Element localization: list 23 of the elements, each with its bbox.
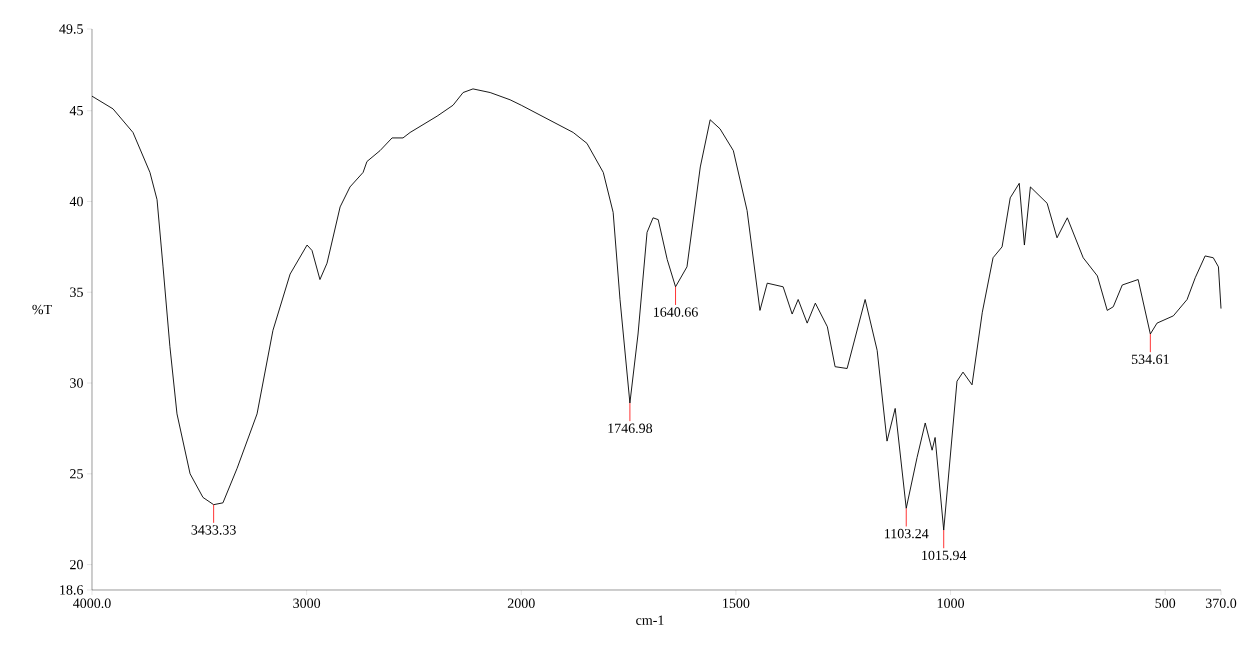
y-tick-label: 30 bbox=[70, 378, 83, 388]
y-tick-label: 20 bbox=[70, 559, 83, 570]
y-tick-label: 40 bbox=[69, 196, 83, 207]
x-tick-label: 500 bbox=[1155, 598, 1176, 608]
x-tick-label: 4000.0 bbox=[73, 598, 111, 609]
y-tick-label: 35 bbox=[70, 287, 83, 297]
annotation: 1640.66 bbox=[654, 307, 698, 317]
x-tick-label: 1000 bbox=[937, 598, 965, 608]
y-axis-title: %T bbox=[32, 304, 52, 315]
annotation: 1103.24 bbox=[884, 528, 929, 539]
annotation: 1746.98 bbox=[608, 423, 653, 434]
x-axis-title: cm-1 bbox=[636, 615, 664, 625]
x-tick-label: 370.0 bbox=[1205, 598, 1237, 609]
y-tick-label: 25 bbox=[70, 469, 83, 479]
x-tick-label: 2000 bbox=[507, 598, 535, 608]
x-tick-label: 1500 bbox=[723, 598, 750, 608]
annotation: 3433.33 bbox=[191, 525, 236, 535]
y-tick-label: 45 bbox=[69, 106, 83, 116]
x-tick-label: 3000 bbox=[293, 598, 321, 608]
annotation: 534.61 bbox=[1131, 354, 1169, 365]
y-tick-label: 49.5 bbox=[59, 24, 83, 34]
y-tick-label: 18.6 bbox=[60, 585, 84, 595]
annotation: 1015.94 bbox=[922, 550, 967, 561]
